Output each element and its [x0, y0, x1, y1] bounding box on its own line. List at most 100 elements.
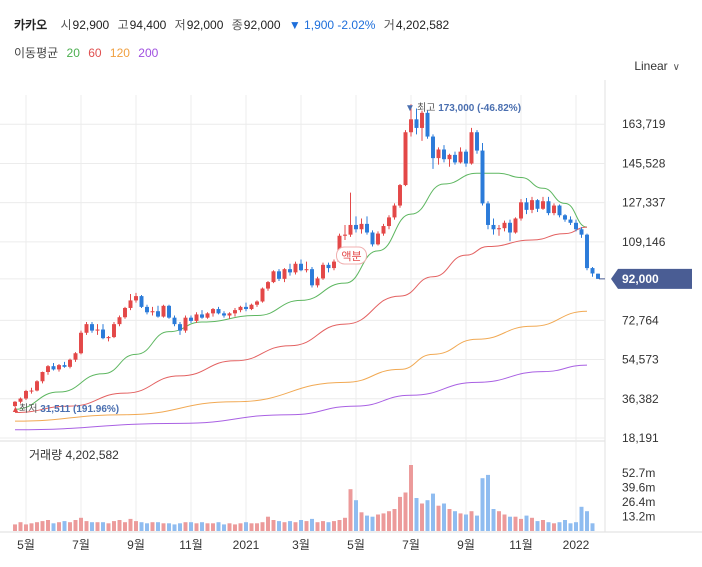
- candle-body: [178, 324, 182, 331]
- volume-bar: [178, 523, 182, 531]
- candle: [112, 321, 116, 339]
- candle-body: [46, 366, 50, 373]
- candle: [128, 293, 133, 311]
- candle: [299, 259, 303, 272]
- price-tick-label: 109,146: [622, 235, 666, 249]
- candle: [315, 276, 320, 288]
- volume-bar: [524, 515, 529, 531]
- candle-body: [453, 154, 457, 163]
- ma-legend-200[interactable]: 200: [138, 46, 159, 60]
- x-tick-label: 9월: [457, 538, 475, 552]
- candle: [585, 233, 589, 271]
- candle-body: [590, 268, 595, 274]
- candle: [414, 108, 419, 135]
- candle-body: [134, 296, 138, 301]
- candle: [453, 151, 457, 165]
- candle-body: [315, 278, 320, 286]
- candle-body: [95, 329, 100, 331]
- candle-body: [299, 263, 303, 271]
- candle: [563, 214, 567, 222]
- volume-bar: [469, 511, 474, 531]
- volume-bar: [447, 509, 452, 531]
- volume-bar: [563, 520, 567, 531]
- candle-body: [420, 112, 424, 128]
- candle-body: [502, 222, 507, 229]
- candle: [134, 292, 138, 303]
- candle: [238, 305, 243, 313]
- price-tick-label: 127,337: [622, 196, 666, 210]
- volume-bar: [112, 521, 116, 531]
- candle-body: [117, 317, 122, 325]
- volume-bar: [354, 500, 358, 531]
- ma-legend-60[interactable]: 60: [88, 46, 102, 60]
- candle-body: [249, 304, 254, 310]
- scale-selector[interactable]: Linear ∨: [634, 59, 680, 73]
- candle-body: [398, 185, 402, 206]
- volume-bar: [101, 522, 105, 531]
- volume-bar: [172, 524, 177, 531]
- candle-body: [200, 314, 204, 318]
- candle-body: [205, 313, 210, 318]
- scale-label: Linear: [634, 59, 668, 73]
- candle: [541, 196, 545, 210]
- close-value: 92,000: [243, 18, 281, 32]
- volume-bar: [513, 516, 518, 531]
- candle-body: [13, 401, 17, 407]
- candle: [29, 387, 34, 394]
- volume-bar: [189, 522, 193, 531]
- candle-body: [354, 224, 358, 230]
- candle: [370, 230, 375, 247]
- candle-body: [29, 390, 34, 392]
- volume-bar: [128, 518, 133, 531]
- candle: [321, 262, 325, 280]
- volume-bar: [530, 517, 534, 531]
- volume-bar: [475, 515, 479, 531]
- low-label: 저: [174, 18, 186, 32]
- volume-bar: [123, 522, 127, 531]
- x-tick-label: 11월: [509, 538, 533, 552]
- candle-body: [541, 201, 545, 209]
- candle-body: [574, 222, 578, 230]
- price-tick-label: 18,191: [622, 431, 659, 445]
- candle-body: [79, 332, 83, 354]
- volume-bar: [585, 511, 589, 531]
- ma-legend-120[interactable]: 120: [109, 46, 130, 60]
- candle: [51, 362, 56, 371]
- candle-body: [326, 264, 331, 269]
- volume-bar: [480, 478, 485, 531]
- candle-body: [376, 233, 380, 245]
- ma-legend-20[interactable]: 20: [66, 46, 80, 60]
- volume-bar: [293, 522, 298, 531]
- volume-bar: [310, 518, 314, 531]
- candle: [288, 263, 292, 276]
- candle: [260, 287, 265, 303]
- candle-body: [216, 309, 221, 314]
- candle: [46, 365, 50, 375]
- candle-body: [156, 311, 160, 317]
- candle: [194, 312, 199, 324]
- candle-body: [370, 232, 375, 245]
- candle-body: [62, 365, 67, 367]
- candle: [590, 266, 595, 277]
- volume-bar: [57, 522, 61, 531]
- volume-tick-label: 13.2m: [622, 509, 655, 523]
- x-tick-label: 9월: [127, 538, 145, 552]
- volume-bar: [508, 516, 512, 531]
- candle-body: [535, 200, 540, 209]
- candle-body: [447, 154, 452, 160]
- candle-body: [112, 324, 116, 338]
- candle-body: [139, 296, 144, 307]
- candle: [486, 201, 490, 230]
- volume-bar: [200, 522, 204, 531]
- candle: [123, 306, 127, 319]
- candle-body: [568, 219, 573, 223]
- volume-bar: [73, 520, 78, 531]
- candle-body: [458, 151, 463, 163]
- candle-body: [282, 269, 287, 279]
- high-marker-icon: ▼: [405, 103, 415, 114]
- candle-body: [145, 306, 149, 313]
- volume-bar: [266, 516, 270, 531]
- price-tag-label: 92,000: [622, 272, 659, 286]
- candle-body: [321, 264, 325, 279]
